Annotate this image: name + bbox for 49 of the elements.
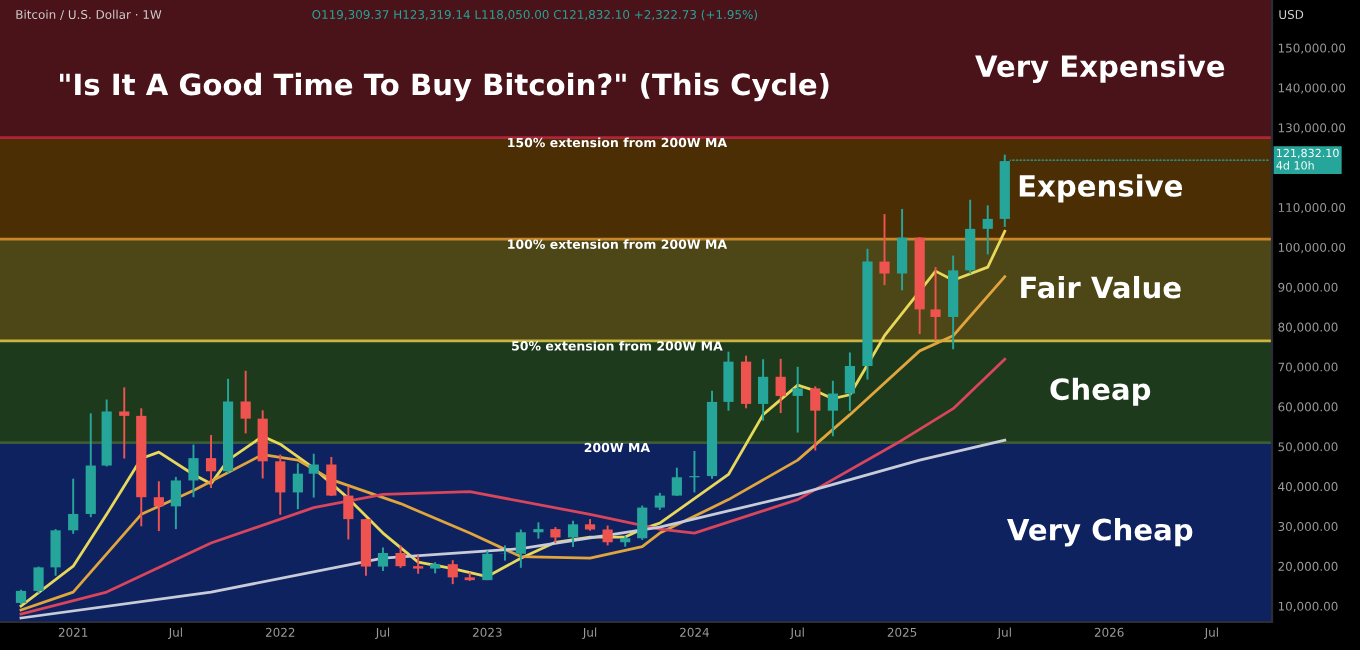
candlestick <box>326 455 337 497</box>
candlestick <box>240 369 251 435</box>
candlestick <box>982 204 993 256</box>
candlestick <box>671 466 682 497</box>
line-series <box>19 357 1007 616</box>
candlestick <box>119 386 130 460</box>
candlestick <box>482 549 493 582</box>
candlestick <box>377 546 389 572</box>
band-label: Very Cheap <box>1007 518 1193 547</box>
candlestick <box>170 475 181 531</box>
candlestick <box>948 254 959 351</box>
candlestick <box>896 207 908 292</box>
candlestick <box>188 443 199 499</box>
candlestick <box>413 554 424 575</box>
band-label: Very Expensive <box>975 54 1225 84</box>
candlestick <box>775 357 786 415</box>
candlestick <box>757 358 769 422</box>
candlestick <box>792 365 803 434</box>
candlestick <box>68 477 79 535</box>
candlestick <box>879 213 890 287</box>
candlestick <box>827 379 838 438</box>
band-label: Fair Value <box>1021 275 1181 299</box>
candlestick <box>50 528 61 577</box>
candlestick <box>602 524 613 547</box>
candlestick <box>153 480 164 533</box>
candlestick <box>447 559 458 586</box>
band-label: Expensive <box>1019 174 1183 203</box>
candlestick <box>308 452 319 499</box>
candlestick <box>343 485 354 541</box>
candlestick <box>689 449 700 494</box>
text: "Is It A Good Time To Buy Bitcoin?" (This Cycle) <box>60 72 829 102</box>
candlestick <box>965 198 976 275</box>
line-series <box>19 438 1007 620</box>
candlestick <box>257 409 268 480</box>
candlestick <box>930 266 941 342</box>
candlestick <box>395 544 406 569</box>
candlestick <box>292 462 303 511</box>
candlestick <box>205 434 217 489</box>
band-label: Cheap <box>1050 377 1151 406</box>
candlestick <box>637 504 648 541</box>
candlestick <box>275 453 286 516</box>
candlestick <box>723 350 734 412</box>
candlestick <box>740 354 752 410</box>
candlestick <box>844 351 855 413</box>
candlestick <box>515 528 526 569</box>
candlestick <box>810 385 821 452</box>
candlestick <box>567 519 579 549</box>
candlestick <box>360 517 372 577</box>
candlestick <box>33 565 44 595</box>
